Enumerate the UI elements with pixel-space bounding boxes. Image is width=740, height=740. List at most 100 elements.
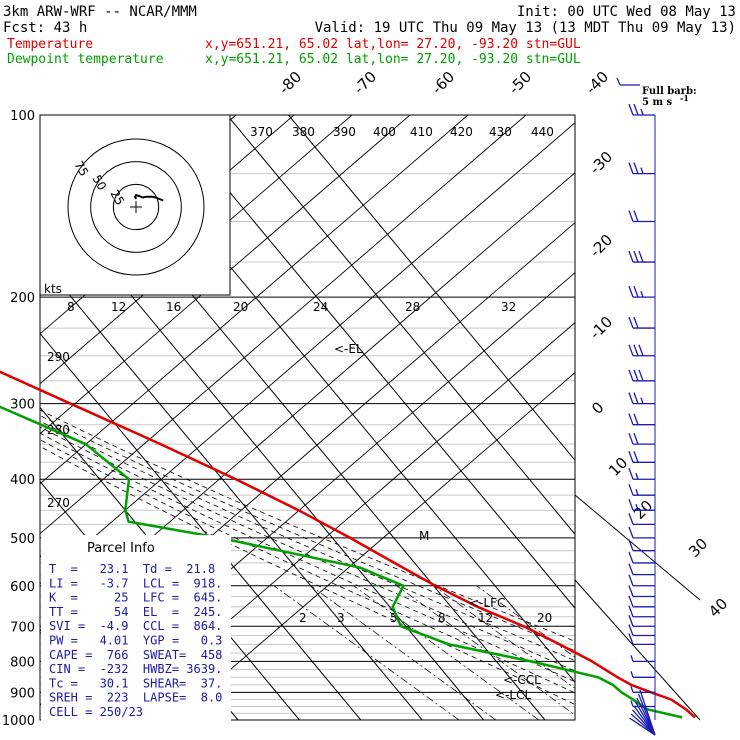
wind-barb <box>630 671 655 678</box>
pressure-tick-label: 800 <box>10 655 35 670</box>
legend-dewpoint-info: x,y=651.21, 65.02 lat,lon= 27.20, -93.20… <box>205 52 581 67</box>
theta-e-label: 28 <box>405 300 420 314</box>
wind-barb <box>628 633 655 646</box>
series-dewpoint-temperature <box>0 405 683 719</box>
theta-e-label: 16 <box>166 300 181 314</box>
theta-e-label: 20 <box>233 300 248 314</box>
wind-barb <box>628 103 655 116</box>
surface-barb <box>629 717 656 736</box>
model-title: 3km ARW-WRF -- NCAR/MMM <box>3 4 197 20</box>
mixing-ratio-label: 20 <box>537 611 552 625</box>
isotherm-label: 0 <box>588 398 607 417</box>
parcel-info-row: T = 23.1 Td = 21.8 <box>49 562 215 576</box>
legend-temperature-label: Temperature <box>7 37 93 52</box>
hodograph-ring-label: 75 <box>71 159 91 179</box>
dry-adiabat <box>223 372 575 676</box>
theta-label: 400 <box>373 125 396 139</box>
parcel-info-row: Tc = 30.1 SHEAR= 37. <box>49 676 222 690</box>
theta-label: 290 <box>47 350 70 364</box>
wind-barb <box>628 210 655 223</box>
valid-time: Valid: 19 UTC Thu 09 May 13 (13 MDT Thu … <box>315 20 736 36</box>
isotherm-ext <box>574 494 701 601</box>
wind-barb <box>628 316 655 329</box>
plot-border <box>39 114 576 721</box>
pressure-tick-label: 900 <box>10 686 35 701</box>
legend-dewpoint-label: Dewpoint temperature <box>7 52 164 67</box>
isotherm-label: -40 <box>582 68 612 98</box>
hodograph-trace <box>134 194 164 202</box>
parcel-info-row: PW = 4.01 YGP = 0.3 <box>49 634 222 648</box>
parcel-info-row: K = 25 LFC = 645. <box>49 591 222 605</box>
isotherm-label: -80 <box>275 68 305 98</box>
mixing-ratio-line <box>353 585 540 720</box>
wind-barb <box>628 468 655 480</box>
hodograph-frame <box>39 114 231 296</box>
isotherm <box>165 115 575 609</box>
sounding-series <box>0 370 696 719</box>
parcel-info-title: Parcel Info <box>87 541 155 556</box>
hodograph-unit: kts <box>44 282 62 296</box>
theta-label: 420 <box>450 125 473 139</box>
isotherm-label: -30 <box>586 148 616 178</box>
isotherm-label: -50 <box>505 68 535 98</box>
pressure-tick-label: 200 <box>10 291 35 306</box>
wind-barb <box>628 451 655 463</box>
wind-barb <box>628 285 655 298</box>
theta-label: 370 <box>250 125 273 139</box>
pressure-tick-label: 400 <box>10 473 35 488</box>
surface-barb <box>632 709 656 736</box>
wind-barb <box>628 615 655 627</box>
dry-adiabat <box>40 115 411 435</box>
barb-legend: Full barb: 5 m s -1 <box>616 77 697 108</box>
theta-e-label: 32 <box>501 300 516 314</box>
wind-barb <box>628 392 655 405</box>
wind-barb <box>628 513 655 526</box>
isotherm-label: -10 <box>586 313 616 343</box>
isotherm-label: 10 <box>605 454 631 480</box>
barb-legend-exp: -1 <box>680 93 689 103</box>
mixing-marker: M <box>419 529 429 543</box>
parcel-info-row: TT = 54 EL = 245. <box>49 605 222 619</box>
theta-label: 440 <box>531 125 554 139</box>
isotherm <box>40 258 423 720</box>
init-time: Init: 00 UTC Wed 08 May 13 <box>517 4 736 20</box>
parcel-info-row: CELL = 250/23 <box>49 705 143 719</box>
mixing-ratio-label: 3 <box>337 611 345 625</box>
hodograph-ring-label: 50 <box>89 173 109 193</box>
mixing-ratio-label: 2 <box>299 611 307 625</box>
wind-barb <box>628 344 655 357</box>
el-marker: <-EL <box>334 342 363 356</box>
wind-barb <box>628 624 655 637</box>
mixing-ratio-line <box>433 585 575 689</box>
dry-adiabat <box>165 322 575 676</box>
isotherm-label: 30 <box>685 535 711 561</box>
forecast-hour: Fcst: 43 h <box>3 20 87 36</box>
wind-barb <box>628 563 655 576</box>
wind-barb <box>628 574 655 587</box>
theta-label: 410 <box>410 125 433 139</box>
wind-barb <box>628 526 655 539</box>
wind-barbs <box>628 103 656 736</box>
pressure-tick-label: 700 <box>10 620 35 635</box>
legend-temperature-info: x,y=651.21, 65.02 lat,lon= 27.20, -93.20… <box>205 37 581 52</box>
isotherm-label: -70 <box>350 68 380 98</box>
pressure-tick-label: 500 <box>10 532 35 547</box>
moist-adiabat <box>40 426 575 672</box>
parcel-info-row: CIN = -232 HWBZ= 3639. <box>49 662 222 676</box>
wind-barb <box>630 655 655 663</box>
parcel-info-row: SVI = -4.9 CCL = 864. <box>49 619 222 633</box>
mixing-ratio-line <box>476 585 575 658</box>
theta-label: 380 <box>292 125 315 139</box>
isotherm-label: -20 <box>586 231 616 261</box>
wind-barb <box>628 539 655 552</box>
wind-barb <box>628 585 655 598</box>
theta-label: 390 <box>333 125 356 139</box>
hodograph-ring <box>90 161 182 253</box>
wind-barb <box>628 413 655 426</box>
theta-label: 270 <box>47 496 70 510</box>
level-markers: <-EL <-LFC <-CCL <-LCL M <box>334 342 541 702</box>
parcel-info-row: LI = -3.7 LCL = 918. <box>49 576 222 590</box>
wind-barb <box>628 605 655 618</box>
wind-barb <box>630 686 655 693</box>
